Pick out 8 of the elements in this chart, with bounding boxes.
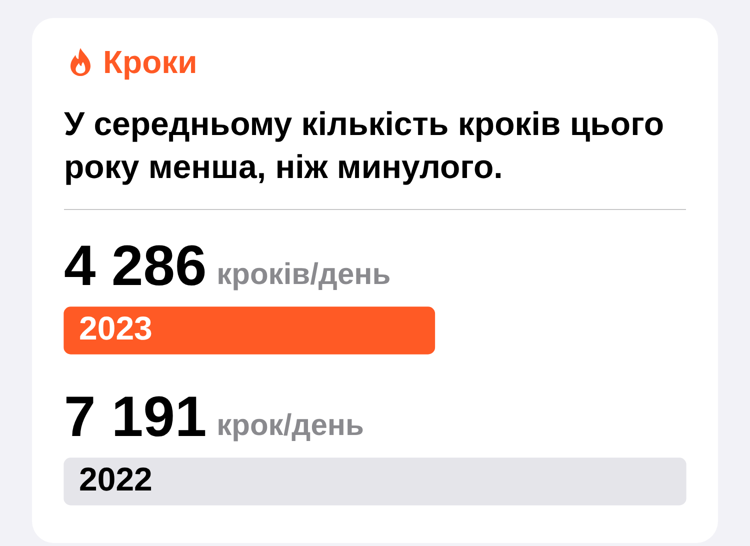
- data-label: 4 286: [64, 234, 207, 298]
- y-tick-label: 2023: [79, 310, 152, 347]
- y-tick-label: 2022: [79, 460, 152, 498]
- chart-subtitle: У середньому кількість кроків цього року менша, ніж минулого.: [64, 104, 666, 187]
- annotation: крок/день: [216, 409, 364, 442]
- annotation: кроків/день: [216, 258, 391, 291]
- chart-title: Кроки: [103, 44, 198, 80]
- data-label: 7 191: [64, 385, 207, 449]
